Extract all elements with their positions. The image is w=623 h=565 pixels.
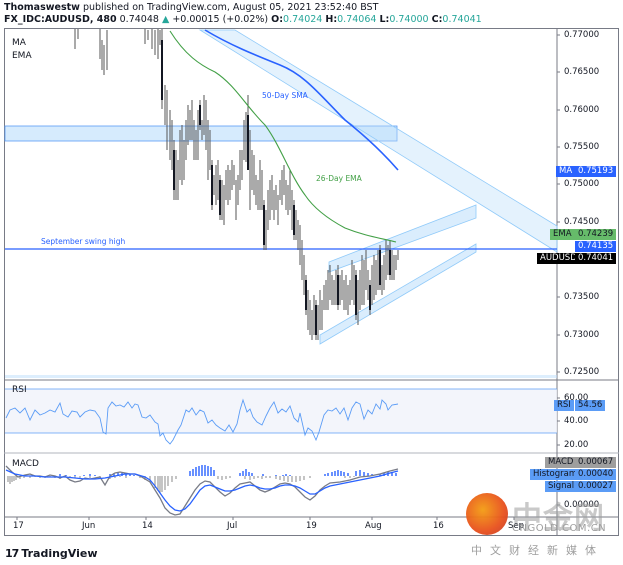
rsi-y-tick: 40.00 [564, 416, 589, 426]
tradingview-brand: TradingView [21, 547, 98, 560]
symbol-tag-label: AUDUSD [537, 253, 580, 264]
open-label: O: [271, 14, 284, 25]
rsi-tag-label: RSI [554, 400, 574, 411]
histogram-tag-value: 0.00040 [575, 469, 617, 480]
up-arrow-icon: ▲ [161, 14, 170, 25]
macd-y-tick: 0.00000 [564, 500, 600, 510]
swing-high-tag: 0.74135 [575, 241, 617, 252]
y-tick: 0.75000 [564, 179, 600, 189]
last-price: 0.74048 [119, 14, 159, 25]
rsi-y-tick: 60.00 [564, 393, 589, 403]
high-value: 0.74064 [337, 14, 377, 25]
swing-high-annotation[interactable]: September swing high [41, 237, 126, 246]
descending-channel[interactable] [198, 29, 558, 253]
x-tick: 16 [433, 521, 444, 531]
y-tick: 0.77000 [564, 30, 600, 40]
x-tick: Jul [227, 521, 238, 531]
open-value: 0.74024 [283, 14, 323, 25]
signal-tag-value: 0.00027 [575, 481, 617, 492]
tradingview-logo-icon: 17 [5, 547, 19, 560]
y-tick: 0.73500 [564, 292, 600, 302]
time-axis-ticks [16, 517, 515, 520]
sma50-line[interactable] [204, 29, 399, 171]
resistance-zone[interactable] [4, 125, 398, 142]
low-value: 0.74000 [389, 14, 429, 25]
y-tick: 0.73000 [564, 330, 600, 340]
publish-info: Thomaswestw published on TradingView.com… [4, 2, 378, 13]
ema26-line[interactable] [169, 30, 397, 243]
close-label: C: [431, 14, 443, 25]
x-tick: 19 [306, 521, 317, 531]
x-tick: Aug [365, 521, 382, 531]
close-value: 0.74041 [442, 14, 482, 25]
signal-tag-label: Signal [545, 481, 578, 492]
ohlc-bar: FX_IDC:AUDUSD, 480 0.74048 ▲ +0.00015 (+… [4, 14, 482, 25]
legend-ema[interactable]: EMA [12, 51, 32, 61]
author-name[interactable]: Thomaswestw [4, 2, 80, 13]
macd-tag-value: 0.00067 [575, 457, 617, 468]
ma-tag-value: 0.75193 [575, 166, 617, 177]
rsi-line[interactable] [5, 398, 399, 445]
y-tick: 0.74500 [564, 217, 600, 227]
y-tick: 0.76000 [564, 105, 600, 115]
x-tick: 17 [13, 521, 24, 531]
y-tick: 0.76500 [564, 67, 600, 77]
publish-text: published on TradingView.com, August 05,… [82, 2, 379, 13]
legend-macd[interactable]: MACD [12, 459, 39, 469]
price-change: +0.00015 (+0.02%) [172, 14, 269, 25]
chart-frame [4, 28, 619, 536]
ema26-annotation[interactable]: 26-Day EMA [316, 174, 362, 183]
macd-line[interactable] [5, 465, 399, 516]
legend-ma[interactable]: MA [12, 38, 26, 48]
ma-tag-label: MA [556, 166, 576, 177]
price-axis-ticks [557, 34, 560, 506]
high-label: H: [325, 14, 338, 25]
x-tick: Jun [82, 521, 96, 531]
rsi-tag-value: 54.56 [575, 400, 606, 411]
y-tick: 0.72500 [564, 367, 600, 377]
ema-tag-value: 0.74239 [575, 229, 617, 240]
x-tick: Sep [508, 521, 525, 531]
symbol-label: FX_IDC:AUDUSD, 480 [4, 14, 117, 25]
y-tick: 0.75500 [564, 142, 600, 152]
x-tick: 14 [142, 521, 153, 531]
legend-rsi[interactable]: RSI [12, 385, 27, 395]
signal-line[interactable] [5, 469, 399, 512]
lower-band [5, 375, 557, 378]
histogram-tag-label: Histogram [530, 469, 581, 480]
macd-tag-label: MACD [545, 457, 577, 468]
rsi-band-fill [5, 389, 557, 433]
rising-wedge-lower[interactable] [319, 243, 477, 345]
last-price-tag: 0.74041 [575, 253, 617, 264]
rsi-y-tick: 20.00 [564, 440, 589, 450]
candlesticks [74, 29, 399, 340]
low-label: L: [379, 14, 390, 25]
ema-tag-label: EMA [550, 229, 575, 240]
tradingview-logo[interactable]: 17 TradingView [5, 547, 98, 560]
sma50-annotation[interactable]: 50-Day SMA [262, 91, 308, 100]
time-axis[interactable]: 17 Jun 14 Jul 19 Aug 16 Sep [0, 521, 557, 535]
